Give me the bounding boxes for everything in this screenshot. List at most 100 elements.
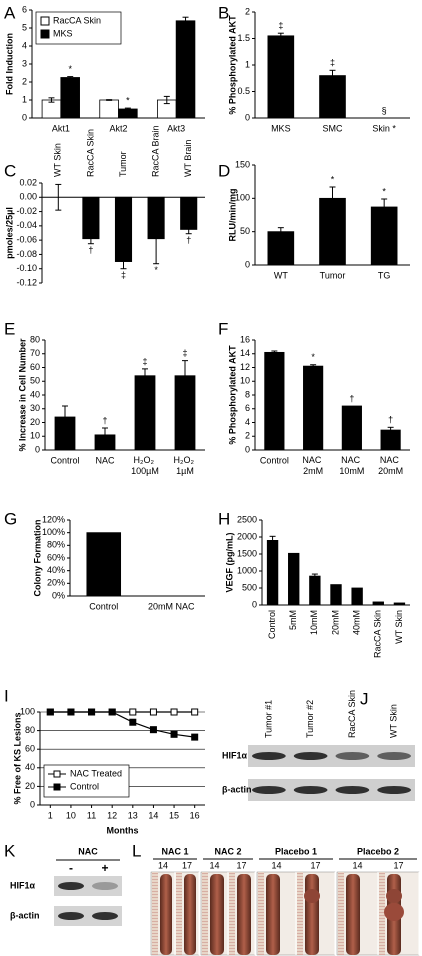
bar: [309, 575, 321, 606]
specimen: [266, 874, 280, 955]
significance-marker: ‡: [182, 348, 187, 358]
x-tick-label: 20mM NAC: [148, 601, 195, 611]
bar: [99, 99, 119, 119]
blot-strip: [54, 906, 122, 926]
x-tick-label: Control: [50, 455, 79, 465]
legend-swatch: [40, 29, 50, 39]
point-marker: [129, 718, 137, 726]
x-tick-label: H₂O₂ 1µM: [174, 455, 197, 476]
significance-marker: *: [154, 265, 158, 275]
significance-marker: †: [102, 415, 107, 425]
significance-marker: §: [382, 105, 387, 115]
x-tick-label: 12: [107, 810, 117, 820]
panel-letter: L: [132, 841, 141, 860]
y-tick-label: 50: [30, 376, 40, 386]
y-tick-label: -0.04: [16, 220, 37, 230]
specimen: [210, 874, 224, 955]
blot-band: [335, 786, 370, 794]
panel-letter: J: [360, 689, 369, 708]
panel-letter: B: [218, 3, 229, 22]
blot-band: [58, 912, 84, 920]
bar: [175, 20, 196, 119]
y-tick-label: 500: [242, 582, 257, 592]
y-tick-label: 1.5: [237, 33, 250, 43]
x-tick-label: NAC 2mM: [302, 455, 324, 476]
ruler: [258, 872, 264, 955]
legend-box: [35, 11, 122, 45]
y-tick-label: 5: [22, 22, 27, 32]
y-tick-label: 0.00: [19, 192, 37, 202]
ruler: [338, 872, 344, 955]
y-tick-label: 2: [22, 76, 27, 86]
x-tick-label: Akt2: [109, 123, 127, 133]
blot-band: [92, 912, 118, 920]
y-tick-label: 4: [245, 417, 250, 427]
error-bar: [142, 368, 148, 384]
ruler: [202, 872, 208, 955]
x-tick-label: RacCA Skin: [85, 129, 95, 177]
y-tick-label: 16: [240, 334, 250, 344]
bar: [288, 552, 300, 606]
blot-row-label: β-actin: [10, 910, 40, 920]
specimen: [346, 874, 360, 955]
error-bar: [55, 183, 62, 211]
y-axis-label: % Phosphorylated AKT: [227, 15, 237, 115]
x-tick-label: 15: [169, 810, 179, 820]
blot-band: [293, 752, 328, 760]
y-tick-label: 2000: [237, 531, 257, 541]
bar: [86, 532, 122, 597]
y-axis-label: % Free of KS Lesions: [12, 712, 22, 804]
y-tick-label: -0.06: [16, 235, 37, 245]
y-tick-label: 70: [30, 348, 40, 358]
day-label: 17: [393, 860, 403, 870]
panel-letter: F: [218, 319, 228, 338]
y-tick-label: 120%: [42, 514, 65, 524]
y-tick-label: 60: [25, 744, 35, 754]
significance-marker: ‡: [121, 270, 126, 280]
y-tick-label: 0.5: [237, 86, 250, 96]
x-tick-label: NAC: [95, 455, 115, 465]
x-tick-label: Tumor: [118, 151, 128, 177]
significance-marker: †: [186, 235, 191, 245]
y-tick-label: 100: [20, 706, 35, 716]
error-bar: [329, 186, 336, 211]
y-tick-label: 0: [252, 599, 257, 609]
x-tick-label: WT: [274, 270, 288, 280]
y-tick-label: -0.10: [16, 263, 37, 273]
y-tick-label: 20: [30, 417, 40, 427]
y-axis-label: RLU/min/mg: [227, 189, 237, 242]
ruler: [379, 872, 385, 955]
blot-band: [252, 752, 286, 760]
significance-marker: ‡: [330, 58, 335, 68]
significance-marker: *: [311, 352, 315, 362]
day-label: 17: [310, 860, 320, 870]
ruler: [297, 872, 303, 955]
group-label: NAC 2: [214, 846, 241, 856]
error-bar: [329, 69, 336, 82]
blot-lane-label: Tumor #1: [263, 700, 273, 738]
y-tick-label: 40: [30, 389, 40, 399]
y-tick-label: 1000: [237, 565, 257, 575]
panel-letter: I: [4, 686, 9, 705]
y-tick-label: 1500: [237, 548, 257, 558]
error-bar: [277, 227, 284, 237]
ruler: [229, 872, 235, 955]
error-bar: [163, 95, 170, 105]
x-tick-label: 40mM: [352, 610, 362, 635]
blot-band: [58, 882, 84, 890]
point-marker: [88, 708, 96, 716]
bar: [393, 602, 406, 606]
bar: [341, 405, 362, 451]
y-tick-label: 80: [30, 334, 40, 344]
blot-lane-label: -: [69, 861, 73, 875]
error-bar: [120, 253, 127, 270]
blot-strip: [248, 779, 415, 801]
y-tick-label: 6: [245, 403, 250, 413]
y-tick-label: 2: [245, 431, 250, 441]
y-tick-label: 80%: [47, 540, 65, 550]
blot-lane-label: RacCA Skin: [347, 690, 357, 738]
group-label: Placebo 2: [357, 846, 399, 856]
panel-letter: G: [4, 509, 17, 528]
x-tick-label: 5mM: [288, 610, 298, 630]
bar: [267, 35, 295, 119]
